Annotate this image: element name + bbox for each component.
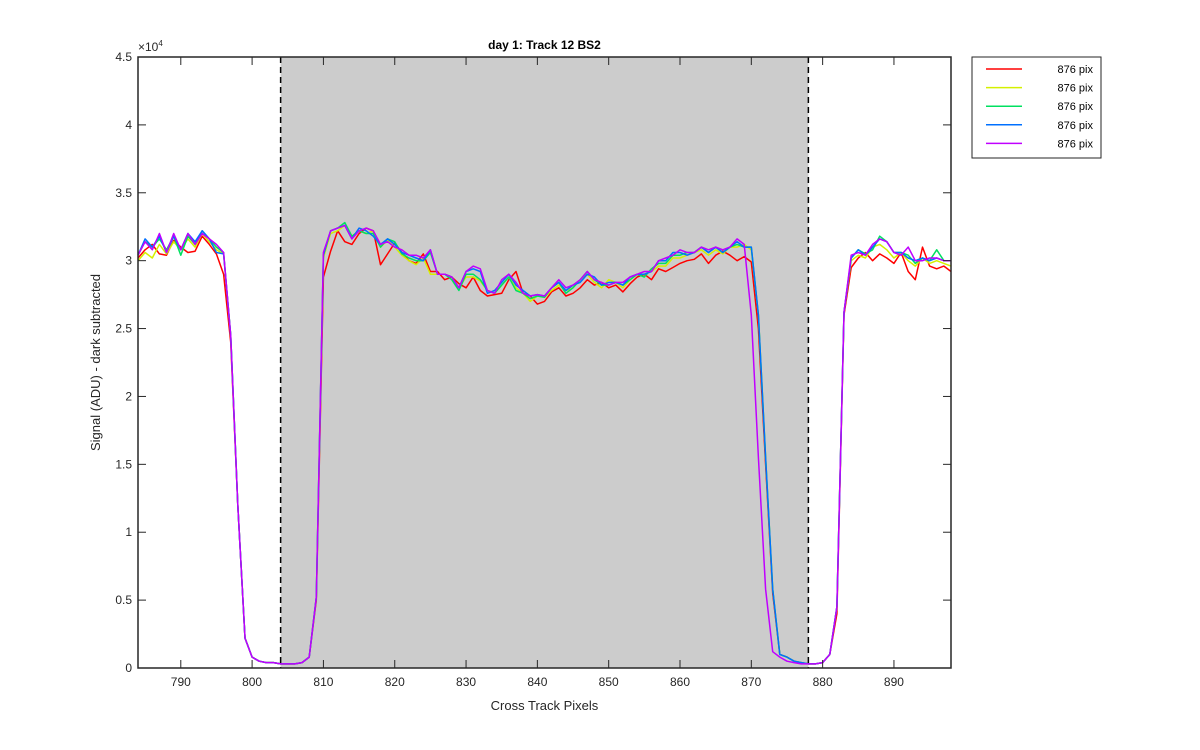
x-tick-label: 810 [313,675,333,689]
y-tick-label: 4 [125,118,132,132]
x-tick-label: 830 [456,675,476,689]
x-tick-label: 870 [741,675,761,689]
x-tick-label: 890 [884,675,904,689]
x-tick-label: 850 [599,675,619,689]
series-line-5 [137,224,951,665]
legend: 876 pix 876 pix 876 pix 876 pix 876 pix [971,56,1102,159]
y-tick-label: 1 [125,525,132,539]
x-axis: 790 800 810 820 830 840 850 860 870 880 890 [171,57,904,689]
x-tick-label: 790 [171,675,191,689]
y-axis-exponent: ×104 [138,39,163,54]
y-axis-label: Signal (ADU) - dark subtracted [88,274,103,451]
legend-box [971,56,1102,159]
y-tick-label: 3 [125,254,132,268]
y-exponent-base: ×10 [138,40,159,54]
y-tick-label: 3.5 [115,186,132,200]
shaded-region [280,57,809,668]
y-tick-label: 1.5 [115,457,132,471]
y-tick-label: 2.5 [115,322,132,336]
x-tick-label: 800 [242,675,262,689]
x-tick-label: 840 [527,675,547,689]
plot-area-frame [137,56,952,669]
chart-title: day 1: Track 12 BS2 [488,38,601,52]
legend-entry-label: 876 pix [1058,101,1094,113]
series-lines [137,221,952,665]
legend-entry-label: 876 pix [1058,64,1094,76]
y-tick-label: 2 [125,389,132,403]
legend-entry-label: 876 pix [1058,83,1094,95]
y-tick-label: 4.5 [115,50,132,64]
x-tick-label: 820 [385,675,405,689]
legend-entry-label: 876 pix [1058,138,1094,150]
y-tick-label: 0 [125,661,132,675]
legend-entry-label: 876 pix [1058,120,1094,132]
dashed-boundary-lines [279,57,810,668]
x-tick-label: 880 [813,675,833,689]
x-axis-label: Cross Track Pixels [491,698,599,713]
y-axis: 0 0.5 1 1.5 2 2.5 3 3.5 4 4.5 [115,50,951,675]
y-tick-label: 0.5 [115,593,132,607]
x-tick-label: 860 [670,675,690,689]
y-exponent-power: 4 [158,39,163,48]
